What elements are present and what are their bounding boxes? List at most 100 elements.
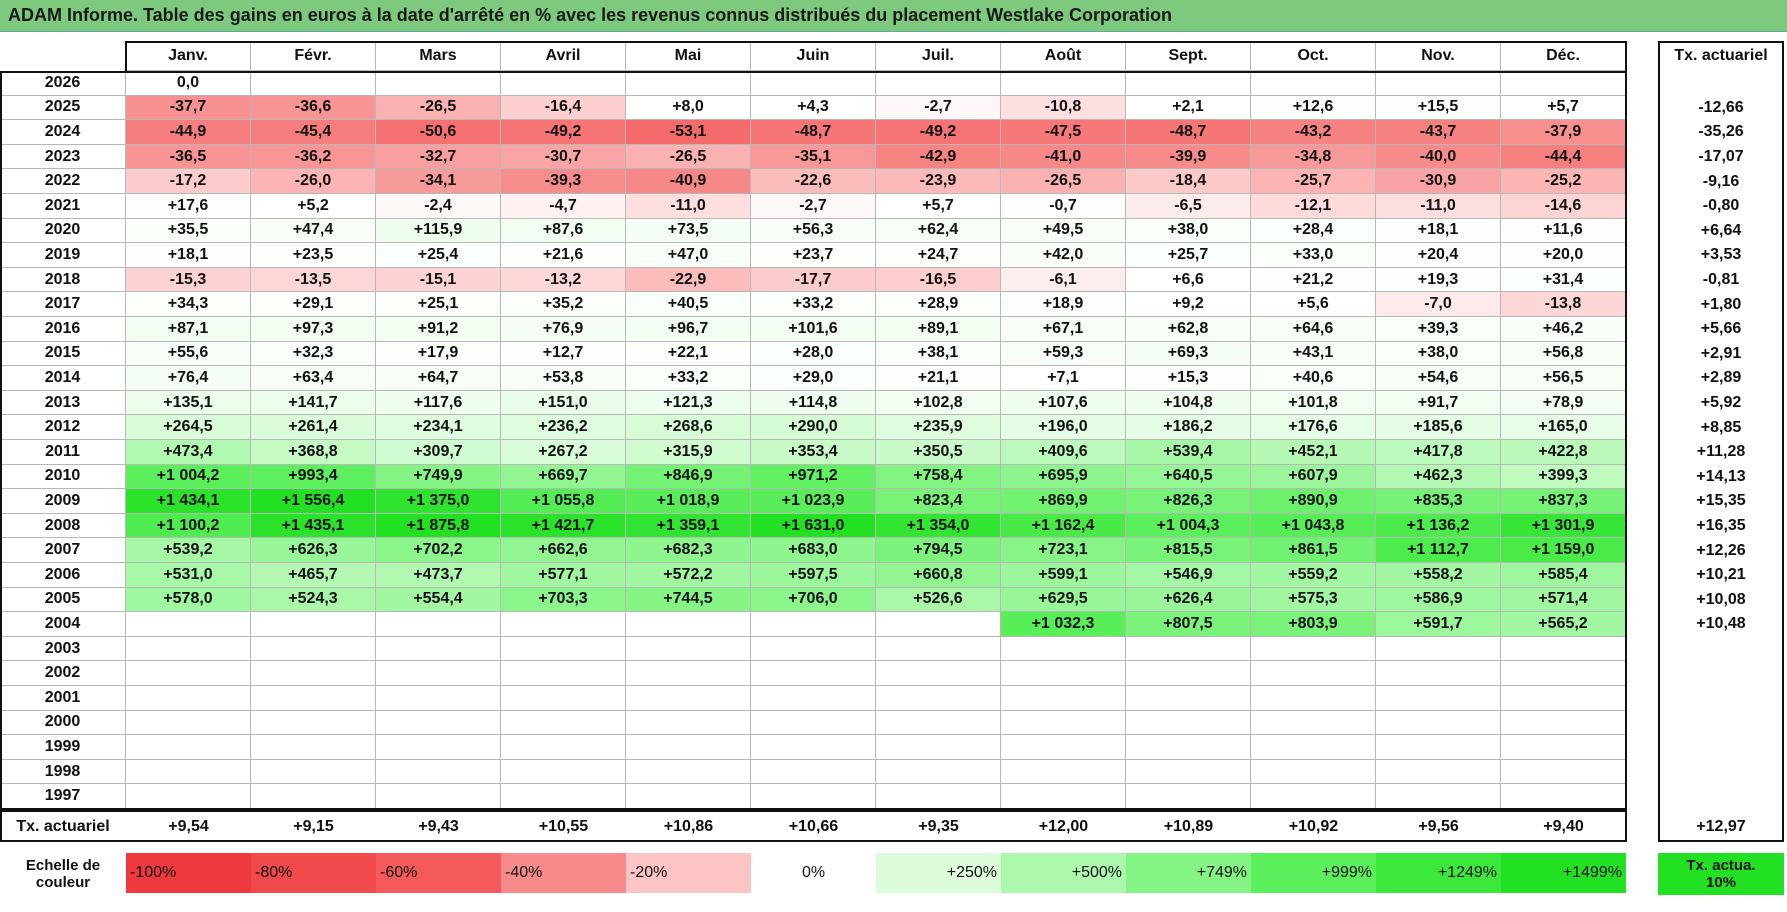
cell: -2,4	[376, 194, 501, 219]
cell	[1251, 686, 1376, 711]
cell: +12,6	[1251, 95, 1376, 121]
cell: +17,6	[126, 194, 251, 219]
year-label: 2024	[0, 120, 126, 145]
footer-cell: +9,56	[1418, 817, 1459, 835]
cell: -7,0	[1376, 292, 1501, 317]
cell: +417,8	[1376, 440, 1501, 465]
cell: +53,8	[501, 366, 626, 391]
cell: +559,2	[1251, 563, 1376, 588]
cell: +290,0	[751, 415, 876, 440]
cell: +43,1	[1251, 341, 1376, 367]
cell: -30,7	[501, 144, 626, 170]
footer-cell: +12,00	[1038, 817, 1089, 835]
cell	[1501, 710, 1626, 736]
cell	[251, 636, 376, 662]
total-cell	[1658, 686, 1784, 711]
cell: +626,4	[1126, 587, 1251, 613]
cell: +572,2	[626, 563, 751, 588]
cell: -37,7	[126, 95, 251, 121]
column-header: Août	[1001, 41, 1126, 71]
cell: +23,5	[251, 243, 376, 268]
cell	[126, 612, 251, 637]
cell: -6,5	[1126, 194, 1251, 219]
cell	[126, 661, 251, 686]
cell	[876, 759, 1001, 785]
cell: +607,9	[1251, 464, 1376, 490]
year-label: 1999	[0, 735, 126, 760]
total-header: Tx. actuariel	[1674, 47, 1768, 64]
cell	[251, 71, 376, 96]
cell: -43,7	[1376, 120, 1501, 145]
total-cell: -17,07	[1698, 148, 1744, 166]
footer-cell: +10,66	[788, 817, 839, 835]
cell: -15,3	[126, 267, 251, 293]
cell	[1251, 735, 1376, 760]
cell: +353,4	[751, 440, 876, 465]
cell: -34,1	[376, 169, 501, 194]
cell	[751, 661, 876, 686]
scale-stop: -20%	[626, 853, 751, 893]
cell	[751, 71, 876, 96]
column-header: Juin	[751, 41, 876, 71]
cell: -48,7	[1126, 120, 1251, 145]
cell: +73,5	[626, 218, 751, 244]
cell	[1501, 661, 1626, 686]
cell	[251, 710, 376, 736]
year-label: 2000	[0, 710, 126, 736]
cell	[1126, 710, 1251, 736]
cell: +185,6	[1376, 415, 1501, 440]
year-label: 2020	[0, 218, 126, 244]
cell: -53,1	[626, 120, 751, 145]
cell: +571,4	[1501, 587, 1626, 613]
cell: +399,3	[1501, 464, 1626, 490]
cell: +64,7	[376, 366, 501, 391]
cell: +350,5	[876, 440, 1001, 465]
cell: +42,0	[1001, 243, 1126, 268]
cell: +1 421,7	[501, 513, 626, 539]
cell: +1 375,0	[376, 489, 501, 514]
cell	[501, 735, 626, 760]
cell: -26,5	[376, 95, 501, 121]
cell	[1001, 686, 1126, 711]
scale-stop: -40%	[501, 853, 626, 893]
cell	[876, 612, 1001, 637]
cell: +28,9	[876, 292, 1001, 317]
cell: +176,6	[1251, 415, 1376, 440]
cell: +87,1	[126, 317, 251, 342]
cell	[1251, 784, 1376, 809]
total-cell	[1658, 711, 1784, 736]
cell: -45,4	[251, 120, 376, 145]
cell: +662,6	[501, 538, 626, 563]
cell: +38,0	[1376, 341, 1501, 367]
cell	[1501, 784, 1626, 809]
cell: +837,3	[1501, 489, 1626, 514]
year-label: 2009	[0, 489, 126, 514]
cell: +46,2	[1501, 317, 1626, 342]
cell: +577,1	[501, 563, 626, 588]
cell	[626, 735, 751, 760]
cell: +815,5	[1126, 538, 1251, 563]
cell	[1501, 735, 1626, 760]
cell: -0,7	[1001, 194, 1126, 219]
cell: +1 301,9	[1501, 513, 1626, 539]
cell: +971,2	[751, 464, 876, 490]
cell: -16,4	[501, 95, 626, 121]
cell: +1 055,8	[501, 489, 626, 514]
scale-stop: +749%	[1126, 853, 1251, 893]
cell: +597,5	[751, 563, 876, 588]
cell: +268,6	[626, 415, 751, 440]
cell: +703,3	[501, 587, 626, 613]
year-label: 2001	[0, 686, 126, 711]
cell	[1501, 71, 1626, 96]
cell: +473,4	[126, 440, 251, 465]
cell: +315,9	[626, 440, 751, 465]
cell: +599,1	[1001, 563, 1126, 588]
cell: +869,9	[1001, 489, 1126, 514]
cell: +63,4	[251, 366, 376, 391]
scale-stop: +999%	[1251, 853, 1376, 893]
cell	[376, 636, 501, 662]
cell	[626, 710, 751, 736]
cell: +1 018,9	[626, 489, 751, 514]
cell	[1376, 784, 1501, 809]
cell: +18,1	[1376, 218, 1501, 244]
